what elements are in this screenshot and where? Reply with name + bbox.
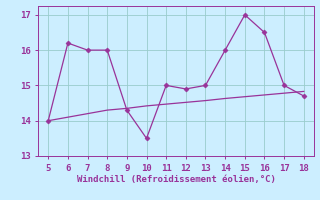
X-axis label: Windchill (Refroidissement éolien,°C): Windchill (Refroidissement éolien,°C) bbox=[76, 175, 276, 184]
